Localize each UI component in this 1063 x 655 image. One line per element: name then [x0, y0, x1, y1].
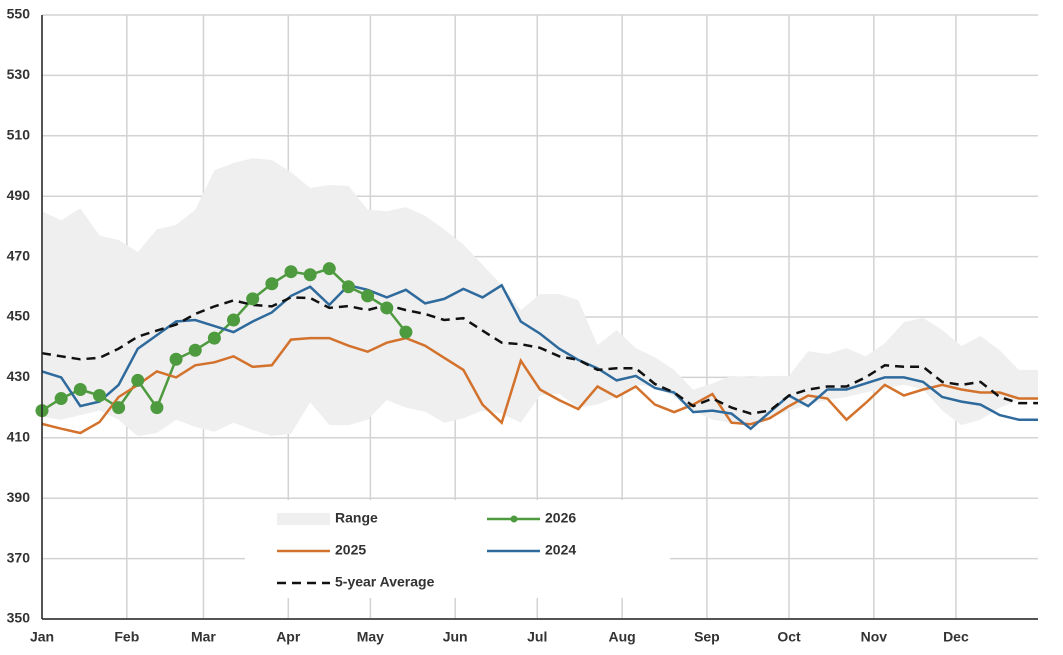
point [303, 268, 317, 282]
point [284, 265, 298, 279]
legend-item: 5-year Average [277, 574, 435, 590]
legend-label: 2024 [545, 542, 576, 558]
point [169, 352, 183, 366]
legend-label: 5-year Average [335, 574, 435, 590]
x-tick-label: Oct [777, 629, 801, 645]
y-tick-label: 450 [7, 308, 31, 324]
legend-marker [510, 515, 518, 523]
x-tick-label: Nov [861, 629, 888, 645]
x-tick-label: Jan [30, 629, 54, 645]
point [341, 280, 355, 294]
point [73, 382, 87, 396]
x-tick-label: Sep [694, 629, 720, 645]
x-tick-label: Mar [191, 629, 216, 645]
legend-label: 2026 [545, 510, 576, 526]
x-tick-label: Feb [114, 629, 139, 645]
series-line [41, 283, 1038, 431]
legend-label: 2025 [335, 542, 366, 558]
point [380, 301, 394, 315]
x-tick-label: Dec [943, 629, 969, 645]
point [246, 292, 260, 306]
point [227, 313, 241, 327]
legend: Range 2026 2025 2024 5-year Average [245, 500, 670, 598]
point [92, 389, 106, 403]
y-tick-label: 470 [7, 247, 31, 263]
y-tick-label: 430 [7, 368, 31, 384]
x-tick-label: Jul [527, 629, 547, 645]
point [361, 289, 375, 303]
y-tick-label: 510 [7, 127, 31, 143]
x-tick-label: Apr [276, 629, 301, 645]
y-tick-label: 490 [7, 187, 31, 203]
x-tick-label: May [357, 629, 384, 645]
legend-item: 2025 [277, 542, 366, 558]
y-tick-label: 410 [7, 429, 31, 445]
point [131, 373, 145, 387]
y-tick-label: 390 [7, 489, 31, 505]
point [54, 392, 68, 406]
y-tick-label: 550 [7, 6, 31, 22]
legend-item: 2026 [487, 510, 576, 526]
legend-item: 2024 [487, 542, 576, 558]
x-tick-label: Aug [608, 629, 635, 645]
point [399, 325, 413, 339]
legend-item: Range [277, 510, 378, 526]
point [150, 401, 164, 415]
x-tick-label: Jun [443, 629, 468, 645]
point [188, 343, 202, 357]
point [112, 401, 126, 415]
series-line [41, 336, 1038, 435]
y-tick-label: 530 [7, 66, 31, 82]
y-tick-label: 370 [7, 549, 31, 565]
series-line [41, 296, 1038, 415]
legend-label: Range [335, 510, 378, 526]
point [265, 277, 279, 291]
legend-swatch [277, 513, 330, 525]
y-tick-label: 350 [7, 610, 31, 626]
range-band [42, 158, 1038, 437]
point [322, 262, 336, 276]
point [207, 331, 221, 345]
